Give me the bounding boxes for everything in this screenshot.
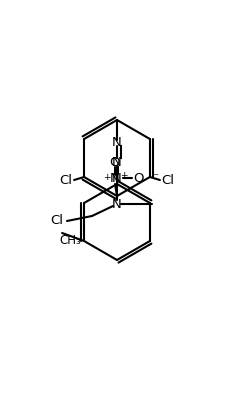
Text: ⁻: ⁻ [152, 172, 158, 185]
Text: CH₃: CH₃ [59, 234, 81, 248]
Text: N: N [112, 135, 122, 148]
Text: N: N [112, 197, 122, 211]
Text: O: O [134, 172, 144, 185]
Text: Cl: Cl [51, 215, 63, 228]
Text: +: + [120, 170, 128, 179]
Text: +: + [103, 174, 111, 183]
Text: N: N [112, 172, 122, 185]
Text: N: N [110, 172, 120, 185]
Text: Cl: Cl [60, 174, 73, 187]
Text: N: N [112, 156, 122, 168]
Text: O: O [110, 156, 120, 170]
Text: Cl: Cl [161, 174, 174, 187]
